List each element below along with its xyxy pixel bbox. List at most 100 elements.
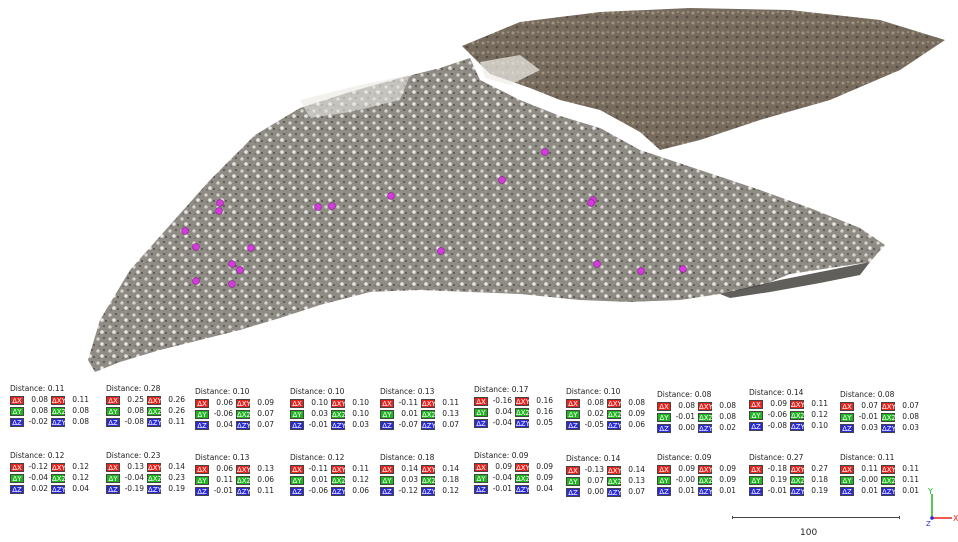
control-point-marker[interactable] xyxy=(328,202,336,210)
delta-y-key: ΔY xyxy=(840,412,854,422)
label-row-y: ΔY 0.19 ΔXZ 0.18 xyxy=(749,475,831,486)
delta-z-value: -0.08 xyxy=(767,421,787,431)
delta-z-key: ΔZ xyxy=(566,420,580,430)
delta-zy-key: ΔZY xyxy=(515,418,530,428)
delta-xz-key: ΔXZ xyxy=(515,407,531,417)
delta-x-value: -0.18 xyxy=(767,464,787,474)
delta-x-value: 0.14 xyxy=(401,464,418,474)
delta-z-value: 0.02 xyxy=(31,484,48,494)
distance-label[interactable]: Distance: 0.14 ΔX 0.09 ΔXY 0.11 ΔY -0.06… xyxy=(749,389,831,432)
label-row-y: ΔY -0.01 ΔXZ 0.08 xyxy=(657,412,739,423)
control-point-marker[interactable] xyxy=(587,199,595,207)
delta-z-value: -0.05 xyxy=(584,420,604,430)
label-row-y: ΔY 0.02 ΔXZ 0.09 xyxy=(566,409,648,420)
distance-label[interactable]: Distance: 0.09 ΔX 0.09 ΔXY 0.09 ΔY -0.00… xyxy=(657,454,739,497)
delta-z-value: 0.01 xyxy=(861,486,878,496)
delta-xy-key: ΔXY xyxy=(236,398,251,408)
delta-zy-value: 0.07 xyxy=(442,420,459,430)
control-point-marker[interactable] xyxy=(593,260,601,268)
delta-zy-value: 0.06 xyxy=(352,486,369,496)
control-point-marker[interactable] xyxy=(228,260,236,268)
control-point-marker[interactable] xyxy=(314,203,322,211)
control-point-marker[interactable] xyxy=(541,148,549,156)
label-row-x: ΔX 0.09 ΔXY 0.11 xyxy=(749,399,831,410)
distance-label[interactable]: Distance: 0.13 ΔX 0.06 ΔXY 0.13 ΔY 0.11 … xyxy=(195,454,277,497)
delta-x-key: ΔX xyxy=(195,398,209,408)
delta-zy-value: 0.06 xyxy=(628,420,645,430)
distance-label[interactable]: Distance: 0.10 ΔX 0.08 ΔXY 0.08 ΔY 0.02 … xyxy=(566,388,648,431)
distance-label[interactable]: Distance: 0.23 ΔX 0.13 ΔXY 0.14 ΔY -0.04… xyxy=(106,452,188,495)
delta-xy-value: 0.08 xyxy=(628,398,645,408)
delta-x-value: 0.08 xyxy=(31,395,48,405)
label-row-z: ΔZ 0.01 ΔZY 0.01 xyxy=(840,486,922,497)
control-point-marker[interactable] xyxy=(228,280,236,288)
label-row-z: ΔZ -0.01 ΔZY 0.03 xyxy=(290,420,372,431)
delta-xy-value: 0.16 xyxy=(536,396,553,406)
delta-x-value: 0.09 xyxy=(678,464,695,474)
label-row-y: ΔY -0.06 ΔXZ 0.07 xyxy=(195,409,277,420)
delta-zy-value: 0.01 xyxy=(719,486,736,496)
delta-xy-key: ΔXY xyxy=(515,462,530,472)
distance-label[interactable]: Distance: 0.14 ΔX -0.13 ΔXY 0.14 ΔY 0.07… xyxy=(566,455,648,498)
delta-xz-value: 0.23 xyxy=(168,473,185,483)
delta-xz-value: 0.12 xyxy=(811,410,828,420)
control-point-marker[interactable] xyxy=(236,266,244,274)
control-point-marker[interactable] xyxy=(637,267,645,275)
distance-label[interactable]: Distance: 0.12 ΔX -0.12 ΔXY 0.12 ΔY -0.0… xyxy=(10,452,92,495)
delta-xy-key: ΔXY xyxy=(421,398,436,408)
cloud-main-body xyxy=(88,58,885,372)
delta-xz-value: 0.12 xyxy=(72,473,89,483)
delta-y-key: ΔY xyxy=(566,476,580,486)
control-point-marker[interactable] xyxy=(192,277,200,285)
delta-xy-value: 0.10 xyxy=(352,398,369,408)
label-row-y: ΔY 0.03 ΔXZ 0.18 xyxy=(380,475,462,486)
distance-label[interactable]: Distance: 0.09 ΔX 0.09 ΔXY 0.09 ΔY -0.04… xyxy=(474,452,556,495)
delta-xy-key: ΔXY xyxy=(698,401,713,411)
delta-xz-key: ΔXZ xyxy=(790,475,806,485)
distance-label[interactable]: Distance: 0.13 ΔX -0.11 ΔXY 0.11 ΔY 0.01… xyxy=(380,388,462,431)
delta-x-key: ΔX xyxy=(290,398,304,408)
delta-xz-key: ΔXZ xyxy=(421,409,437,419)
delta-xy-value: 0.26 xyxy=(168,395,185,405)
delta-x-value: -0.13 xyxy=(584,465,604,475)
delta-x-key: ΔX xyxy=(657,401,671,411)
distance-label[interactable]: Distance: 0.08 ΔX 0.08 ΔXY 0.08 ΔY -0.01… xyxy=(657,391,739,434)
delta-xy-key: ΔXY xyxy=(331,464,346,474)
distance-title: Distance: 0.10 xyxy=(290,387,345,396)
control-point-marker[interactable] xyxy=(215,207,223,215)
distance-label[interactable]: Distance: 0.08 ΔX 0.07 ΔXY 0.07 ΔY -0.01… xyxy=(840,391,922,434)
delta-xy-value: 0.11 xyxy=(442,398,459,408)
control-point-marker[interactable] xyxy=(498,176,506,184)
label-row-x: ΔX 0.06 ΔXY 0.13 xyxy=(195,464,277,475)
distance-label[interactable]: Distance: 0.12 ΔX -0.11 ΔXY 0.11 ΔY 0.01… xyxy=(290,454,372,497)
distance-label[interactable]: Distance: 0.10 ΔX 0.10 ΔXY 0.10 ΔY 0.03 … xyxy=(290,388,372,431)
control-point-marker[interactable] xyxy=(216,199,224,207)
control-point-marker[interactable] xyxy=(437,247,445,255)
distance-label[interactable]: Distance: 0.18 ΔX 0.14 ΔXY 0.14 ΔY 0.03 … xyxy=(380,454,462,497)
delta-x-value: 0.09 xyxy=(770,399,787,409)
delta-z-key: ΔZ xyxy=(474,484,488,494)
delta-y-value: 0.04 xyxy=(495,407,512,417)
distance-label[interactable]: Distance: 0.11 ΔX 0.08 ΔXY 0.11 ΔY 0.08 … xyxy=(10,385,92,428)
delta-y-value: 0.11 xyxy=(216,475,233,485)
control-point-marker[interactable] xyxy=(387,192,395,200)
control-point-marker[interactable] xyxy=(181,227,189,235)
delta-x-value: -0.11 xyxy=(398,398,418,408)
control-point-marker[interactable] xyxy=(679,265,687,273)
control-point-marker[interactable] xyxy=(247,244,255,252)
delta-y-key: ΔY xyxy=(380,475,394,485)
distance-label[interactable]: Distance: 0.17 ΔX -0.16 ΔXY 0.16 ΔY 0.04… xyxy=(474,386,556,429)
marker-group xyxy=(181,148,687,288)
delta-y-value: 0.08 xyxy=(127,406,144,416)
distance-label[interactable]: Distance: 0.28 ΔX 0.25 ΔXY 0.26 ΔY 0.08 … xyxy=(106,385,188,428)
delta-z-value: -0.01 xyxy=(492,484,512,494)
distance-label[interactable]: Distance: 0.27 ΔX -0.18 ΔXY 0.27 ΔY 0.19… xyxy=(749,454,831,497)
distance-label[interactable]: Distance: 0.11 ΔX 0.11 ΔXY 0.11 ΔY -0.00… xyxy=(840,454,922,497)
control-point-marker[interactable] xyxy=(192,243,200,251)
delta-zy-key: ΔZY xyxy=(790,486,805,496)
delta-xz-key: ΔXZ xyxy=(421,475,437,485)
distance-label[interactable]: Distance: 0.10 ΔX 0.06 ΔXY 0.09 ΔY -0.06… xyxy=(195,388,277,431)
delta-x-key: ΔX xyxy=(749,399,763,409)
